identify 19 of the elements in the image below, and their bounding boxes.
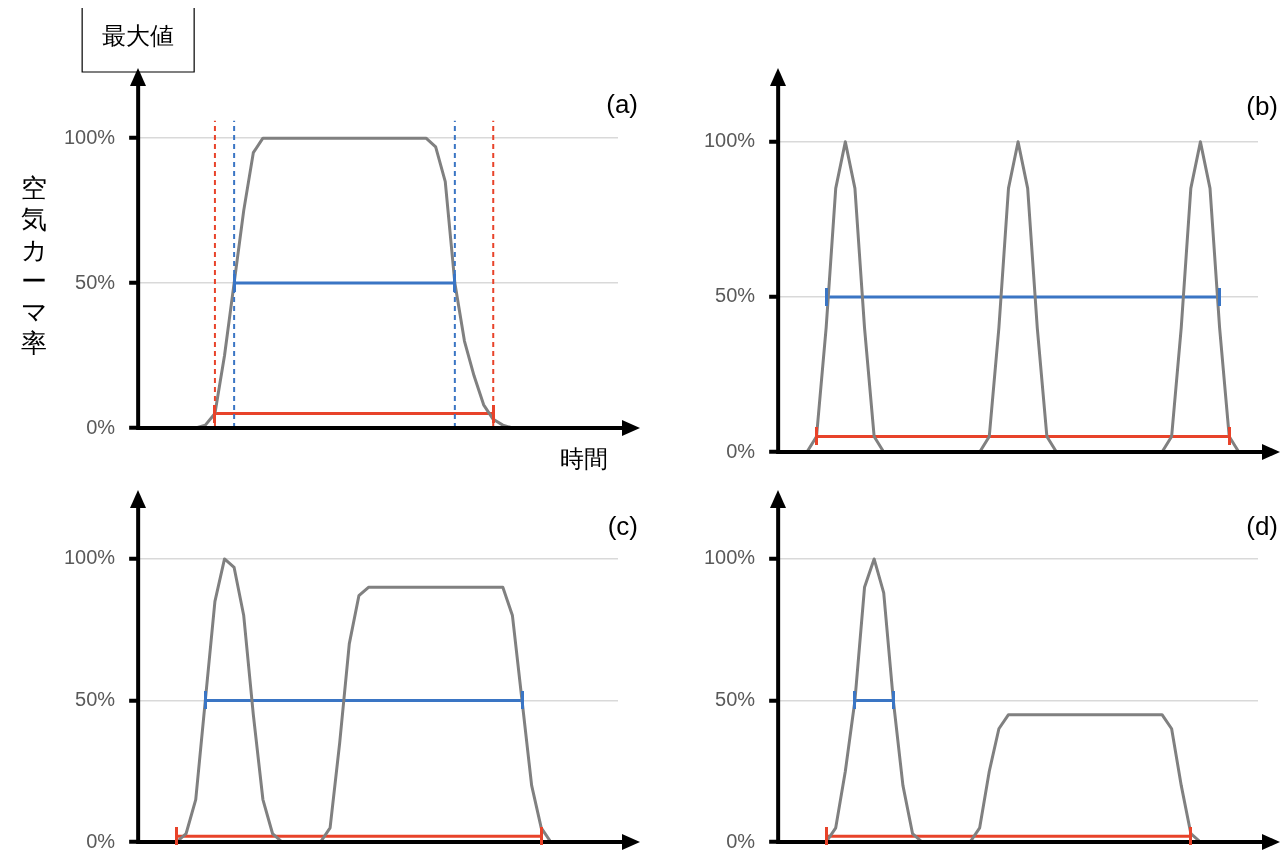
y-tick-label: 100% (64, 125, 116, 148)
y-tick-label: 100% (704, 546, 756, 569)
y-tick-label: 0% (86, 415, 116, 438)
x-axis-title: 時間 (560, 444, 608, 472)
y-tick-label: 0% (86, 829, 116, 852)
annotation: (a) (606, 89, 638, 120)
y-tick-label: 50% (75, 687, 116, 710)
annotation: (c) (607, 510, 638, 541)
y-tick-label: 50% (715, 687, 756, 710)
y-tick-label: 100% (64, 546, 116, 569)
y-tick-label: 100% (704, 129, 756, 152)
annotation: (b) (1246, 90, 1278, 121)
y-tick-label: 0% (726, 439, 756, 462)
y-tick-label: 50% (715, 284, 756, 307)
y-axis-title: 空気カーマ率 (20, 172, 48, 358)
chart-title: 最大値 (102, 21, 175, 49)
annotation: (d) (1246, 510, 1278, 541)
y-tick-label: 0% (726, 829, 756, 852)
y-tick-label: 50% (75, 270, 116, 293)
